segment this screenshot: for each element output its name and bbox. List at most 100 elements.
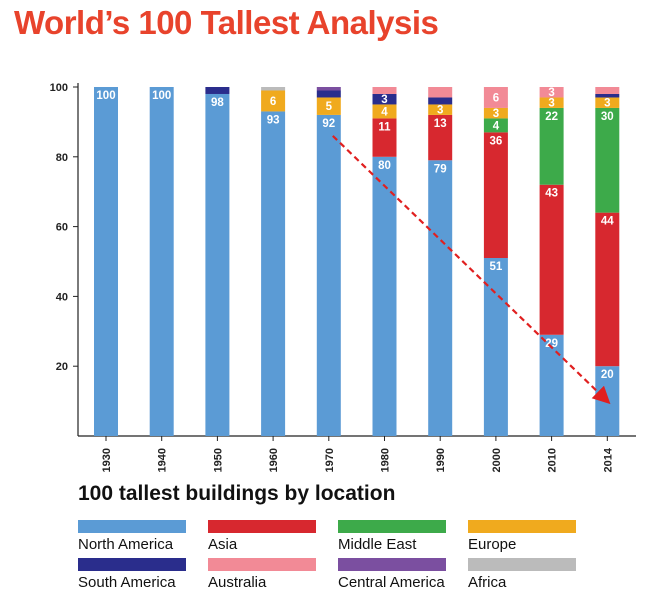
legend-label: Central America (338, 574, 445, 591)
x-tick-label: 1930 (101, 448, 113, 472)
y-tick-label: 80 (56, 152, 68, 164)
legend-swatch (78, 558, 186, 571)
data-label: 13 (434, 118, 447, 130)
y-tick-label: 100 (50, 82, 68, 94)
bar-europe-2000 (483, 107, 508, 119)
legend-label: Australia (208, 574, 267, 591)
data-label: 5 (326, 101, 333, 113)
legend-item-central-america: Central America (338, 558, 458, 591)
legend-item-asia: Asia (208, 520, 328, 553)
data-label: 30 (601, 111, 614, 123)
data-label: 29 (545, 338, 558, 350)
bar-asia-1980 (372, 118, 397, 157)
legend-label: Asia (208, 536, 238, 553)
data-label: 20 (601, 369, 614, 381)
data-label: 3 (437, 105, 443, 117)
x-tick-label: 2014 (602, 447, 614, 472)
bar-south-america-1990 (428, 97, 453, 105)
data-label: 43 (545, 188, 558, 200)
data-label: 3 (548, 98, 554, 110)
bar-europe-1970 (316, 97, 341, 115)
data-label: 100 (96, 90, 115, 102)
y-tick-label: 60 (56, 222, 68, 234)
legend-swatch (338, 520, 446, 533)
bar-south-america-1970 (316, 90, 341, 98)
bar-europe-1990 (428, 104, 453, 115)
bar-asia-2000 (483, 132, 508, 259)
data-label: 36 (490, 135, 503, 147)
x-tick-label: 2010 (547, 448, 559, 472)
bar-middle-east-2014 (595, 107, 620, 213)
bar-south-america-1980 (372, 93, 397, 105)
bar-australia-2010 (539, 87, 564, 98)
bar-north-america-2000 (483, 258, 508, 436)
bar-europe-2010 (539, 97, 564, 108)
legend-label: Europe (468, 536, 517, 553)
x-tick-label: 1940 (157, 448, 169, 472)
legend-swatch (338, 558, 446, 571)
x-tick-label: 1990 (435, 448, 447, 472)
x-tick-label: 1970 (324, 448, 336, 472)
y-tick-label: 40 (56, 291, 68, 303)
legend-item-north-america: North America (78, 520, 198, 553)
x-tick-label: 1950 (212, 448, 224, 472)
bar-asia-1990 (428, 114, 453, 161)
data-label: 6 (270, 96, 276, 108)
data-label: 22 (545, 111, 558, 123)
bar-south-america-2014 (595, 93, 620, 98)
legend-item-middle-east: Middle East (338, 520, 458, 553)
legend-label: South America (78, 574, 176, 591)
bar-north-america-1960 (261, 111, 286, 437)
bar-north-america-1950 (205, 93, 230, 436)
bar-europe-1960 (261, 90, 286, 112)
bar-north-america-2010 (539, 334, 564, 436)
legend-swatch (208, 558, 316, 571)
data-label: 80 (378, 160, 391, 172)
y-tick-label: 20 (56, 361, 68, 373)
bar-asia-2010 (539, 184, 564, 335)
x-tick-label: 1980 (380, 448, 392, 472)
legend-label: North America (78, 536, 174, 553)
bar-middle-east-2000 (483, 118, 508, 133)
legend-item-europe: Europe (468, 520, 588, 553)
bar-australia-1990 (428, 87, 453, 98)
bar-australia-2000 (483, 87, 508, 108)
legend-item-africa: Africa (468, 558, 588, 591)
legend-swatch (208, 520, 316, 533)
bar-middle-east-2010 (539, 107, 564, 185)
x-tick-label: 2000 (491, 448, 503, 472)
bar-north-america-1970 (316, 114, 341, 437)
bar-north-america-1940 (149, 87, 174, 436)
bar-africa-1960 (261, 87, 286, 91)
legend-label: Africa (468, 574, 507, 591)
data-label: 79 (434, 163, 447, 175)
data-label: 44 (601, 216, 614, 228)
stacked-bar-chart: 20 40 60 80 100 1930 1940 1950 1960 1970 1980 1990 2… (50, 82, 636, 472)
bar-south-america-1950 (205, 87, 230, 94)
bar-asia-2014 (595, 212, 620, 367)
bar-australia-2014 (595, 87, 620, 94)
bar-north-america-1980 (372, 156, 397, 437)
legend-swatch (78, 520, 186, 533)
bar-north-america-1930 (94, 87, 118, 436)
data-label: 3 (604, 98, 610, 110)
legend-title: 100 tallest buildings by location (78, 482, 396, 505)
legend-item-south-america: South America (78, 558, 198, 591)
x-tick-label: 1960 (268, 448, 280, 472)
data-label: 6 (493, 92, 499, 104)
legend-swatch (468, 558, 576, 571)
data-label: 92 (322, 118, 335, 130)
data-label: 98 (211, 97, 224, 109)
data-label: 100 (152, 90, 171, 102)
data-label: 3 (493, 108, 499, 120)
legend-swatch (468, 520, 576, 533)
bar-australia-1980 (372, 87, 397, 94)
bar-europe-2014 (595, 97, 620, 108)
bar-central-america-1970 (316, 87, 341, 91)
legend-label: Middle East (338, 536, 417, 553)
legend-item-australia: Australia (208, 558, 328, 591)
data-label: 4 (493, 120, 500, 132)
data-label: 11 (378, 121, 391, 133)
data-label: 51 (490, 261, 503, 273)
data-label: 93 (267, 114, 280, 126)
